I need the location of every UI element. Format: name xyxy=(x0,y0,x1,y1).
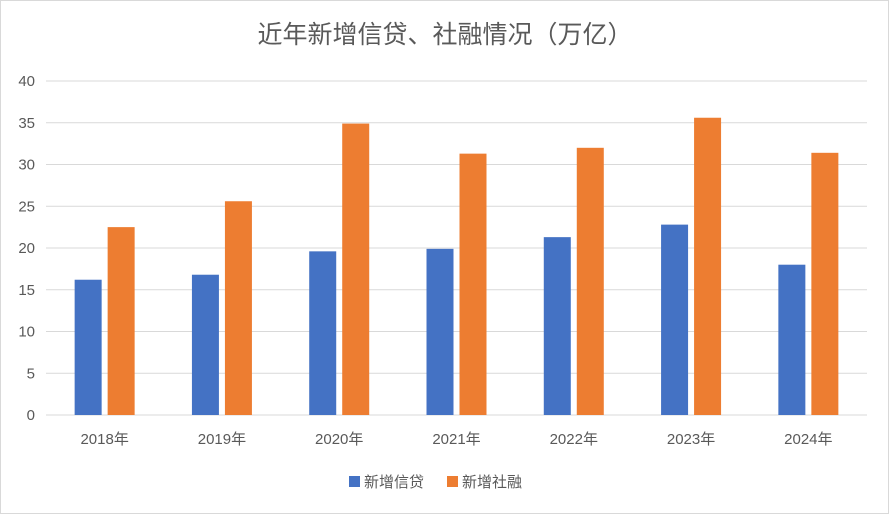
bar-social-financing xyxy=(107,227,135,415)
bar-credit xyxy=(426,248,454,415)
x-axis-ticks: 2018年 2019年 2020年 2021年 2022年 2023年 2024年 xyxy=(80,431,832,448)
y-axis-ticks: 0 5 10 15 20 25 30 35 40 xyxy=(18,73,35,424)
x-tick-label: 2022年 xyxy=(550,431,598,448)
x-tick-label: 2021年 xyxy=(432,431,480,448)
x-tick-label: 2023年 xyxy=(667,431,715,448)
y-tick-label: 35 xyxy=(18,115,35,132)
bar-credit xyxy=(74,279,102,415)
bar-social-financing xyxy=(342,123,370,416)
bars xyxy=(74,117,839,416)
y-tick-label: 10 xyxy=(18,324,35,341)
legend-label: 新增社融 xyxy=(462,473,522,491)
y-tick-label: 5 xyxy=(27,365,35,382)
bar-credit xyxy=(309,251,337,415)
bar-social-financing xyxy=(811,152,839,415)
x-tick-label: 2019年 xyxy=(198,431,246,448)
bar-social-financing xyxy=(459,153,487,415)
x-tick-label: 2020年 xyxy=(315,431,363,448)
y-tick-label: 25 xyxy=(18,198,35,215)
y-tick-label: 20 xyxy=(18,240,35,257)
x-tick-label: 2024年 xyxy=(784,431,832,448)
bar-credit xyxy=(661,224,689,415)
legend-swatch xyxy=(447,476,458,487)
bar-social-financing xyxy=(576,147,604,416)
bar-social-financing xyxy=(224,201,252,415)
bar-credit xyxy=(191,274,219,415)
x-tick-label: 2018年 xyxy=(80,431,128,448)
legend-swatch xyxy=(349,476,360,487)
chart-title: 近年新增信贷、社融情况（万亿） xyxy=(257,20,632,49)
y-tick-label: 30 xyxy=(18,157,35,174)
bar-credit xyxy=(778,264,806,415)
y-tick-label: 15 xyxy=(18,282,35,299)
legend: 新增信贷 新增社融 xyxy=(349,473,522,491)
legend-label: 新增信贷 xyxy=(364,473,424,491)
gridlines xyxy=(46,80,867,416)
y-tick-label: 0 xyxy=(27,407,35,424)
y-tick-label: 40 xyxy=(18,73,35,90)
bar-social-financing xyxy=(694,117,722,416)
bar-credit xyxy=(543,237,571,415)
